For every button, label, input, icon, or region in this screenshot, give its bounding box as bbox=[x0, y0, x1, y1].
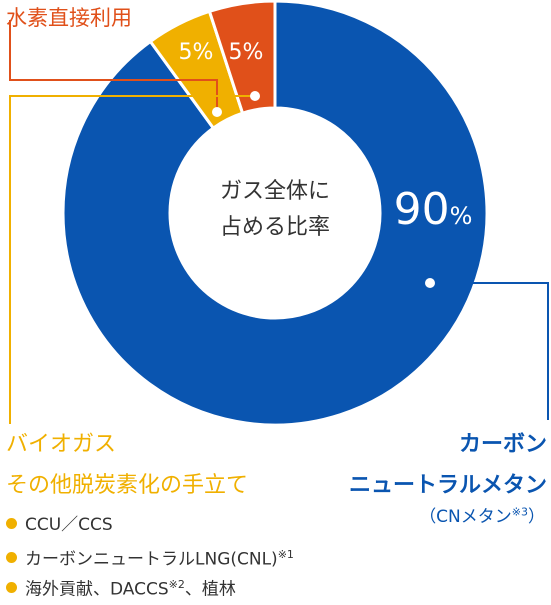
biogas-bullet-list: CCU／CCS カーボンニュートラルLNG(CNL)※1 海外貢献、DACCS※… bbox=[6, 510, 294, 600]
slice-value-cn-methane: 90 bbox=[394, 184, 450, 235]
center-label-line1: ガス全体に bbox=[220, 179, 330, 204]
hydrogen-leader-dot bbox=[212, 107, 222, 117]
slice-label-biogas: 5% bbox=[229, 40, 264, 65]
bullet-dot-icon bbox=[6, 517, 17, 529]
bullet-text: 海外貢献、DACCS bbox=[25, 579, 169, 600]
cn-note-sup: ※3 bbox=[511, 505, 528, 519]
slice-label-hydrogen: 5% bbox=[179, 40, 214, 65]
hydrogen-label: 水素直接利用 bbox=[6, 6, 132, 30]
bullet-dot-icon bbox=[6, 582, 17, 594]
bullet-text: CCU／CCS bbox=[25, 515, 113, 535]
slice-hydrogen bbox=[207, 0, 277, 116]
list-item: カーボンニュートラルLNG(CNL)※1 bbox=[6, 540, 294, 570]
cn-leader-dot bbox=[425, 278, 435, 288]
list-item: CCU／CCS bbox=[6, 510, 294, 540]
cn-methane-note: （CNメタン※3） bbox=[419, 502, 545, 527]
list-item: 海外貢献、DACCS※2、植林 bbox=[6, 570, 294, 600]
bullet-dot-icon bbox=[6, 552, 17, 564]
bullet-tail: 、植林 bbox=[184, 579, 236, 600]
center-label-line2: 占める比率 bbox=[220, 215, 330, 240]
slice-unit-cn-methane: % bbox=[450, 202, 473, 230]
cn-note-text: （CNメタン bbox=[419, 507, 512, 527]
cn-leader-line bbox=[430, 282, 549, 420]
cn-methane-label-line2: ニュートラルメタン bbox=[348, 473, 547, 498]
slice-cn-methane bbox=[61, 0, 489, 427]
slice-label-cn-methane: 90% bbox=[394, 184, 473, 235]
cn-note-end: ） bbox=[528, 507, 545, 527]
bio-leader-dot bbox=[250, 91, 260, 101]
bullet-text: カーボンニュートラルLNG(CNL) bbox=[25, 549, 278, 570]
bullet-sup: ※1 bbox=[277, 548, 294, 561]
cn-methane-label-line1: カーボン bbox=[458, 432, 547, 457]
bullet-sup: ※2 bbox=[168, 578, 185, 591]
bio-leader-line bbox=[9, 95, 255, 424]
biogas-label-line2: その他脱炭素化の手立て bbox=[6, 473, 249, 498]
biogas-label-line1: バイオガス bbox=[6, 432, 117, 457]
